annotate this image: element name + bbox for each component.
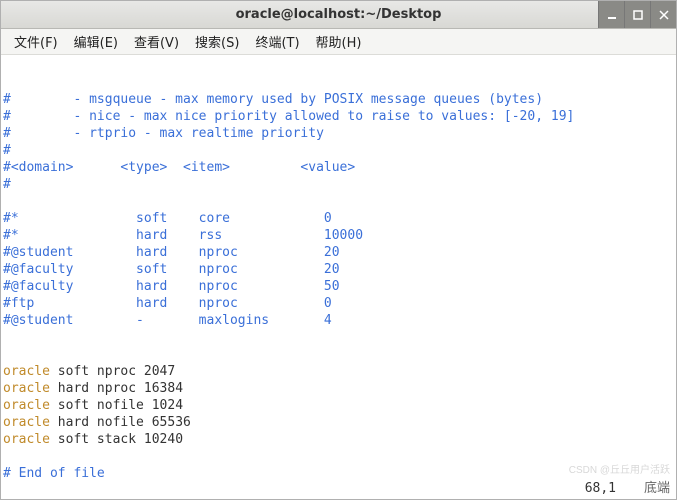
terminal-line: # - nice - max nice priority allowed to … bbox=[3, 108, 674, 125]
scroll-mode: 底端 bbox=[644, 480, 670, 497]
terminal-line: #* soft core 0 bbox=[3, 210, 674, 227]
terminal-viewport[interactable]: # - msgqueue - max memory used by POSIX … bbox=[1, 55, 676, 499]
terminal-line: # bbox=[3, 142, 674, 159]
terminal-line: oracle hard nproc 16384 bbox=[3, 380, 674, 397]
terminal-line: oracle hard nofile 65536 bbox=[3, 414, 674, 431]
window-title: oracle@localhost:~/Desktop bbox=[1, 7, 676, 22]
titlebar: oracle@localhost:~/Desktop bbox=[1, 1, 676, 29]
terminal-line: oracle soft stack 10240 bbox=[3, 431, 674, 448]
window-controls bbox=[598, 1, 676, 28]
terminal-line: # - msgqueue - max memory used by POSIX … bbox=[3, 91, 674, 108]
menubar: 文件(F) 编辑(E) 查看(V) 搜索(S) 终端(T) 帮助(H) bbox=[1, 29, 676, 55]
close-button[interactable] bbox=[650, 1, 676, 28]
terminal-line: oracle soft nofile 1024 bbox=[3, 397, 674, 414]
terminal-line: #ftp hard nproc 0 bbox=[3, 295, 674, 312]
menu-search[interactable]: 搜索(S) bbox=[188, 29, 246, 54]
terminal-line: #@faculty hard nproc 50 bbox=[3, 278, 674, 295]
terminal-content: # - msgqueue - max memory used by POSIX … bbox=[3, 91, 674, 482]
menu-view[interactable]: 查看(V) bbox=[127, 29, 186, 54]
terminal-line: #@student - maxlogins 4 bbox=[3, 312, 674, 329]
terminal-line: # - rtprio - max realtime priority bbox=[3, 125, 674, 142]
terminal-line bbox=[3, 193, 674, 210]
menu-help[interactable]: 帮助(H) bbox=[309, 29, 369, 54]
terminal-line: oracle soft nproc 2047 bbox=[3, 363, 674, 380]
watermark-text: CSDN @丘丘用户活跃 bbox=[569, 462, 670, 479]
menu-edit[interactable]: 编辑(E) bbox=[67, 29, 125, 54]
terminal-line bbox=[3, 329, 674, 346]
terminal-line: #@student hard nproc 20 bbox=[3, 244, 674, 261]
terminal-line: #* hard rss 10000 bbox=[3, 227, 674, 244]
menu-file[interactable]: 文件(F) bbox=[7, 29, 65, 54]
terminal-line: #<domain> <type> <item> <value> bbox=[3, 159, 674, 176]
terminal-window: oracle@localhost:~/Desktop 文件(F) 编辑(E) 查… bbox=[0, 0, 677, 500]
terminal-line: # bbox=[3, 176, 674, 193]
minimize-button[interactable] bbox=[598, 1, 624, 28]
cursor-position: 68,1 bbox=[585, 480, 616, 497]
terminal-line bbox=[3, 346, 674, 363]
maximize-button[interactable] bbox=[624, 1, 650, 28]
menu-terminal[interactable]: 终端(T) bbox=[248, 29, 306, 54]
terminal-line: #@faculty soft nproc 20 bbox=[3, 261, 674, 278]
